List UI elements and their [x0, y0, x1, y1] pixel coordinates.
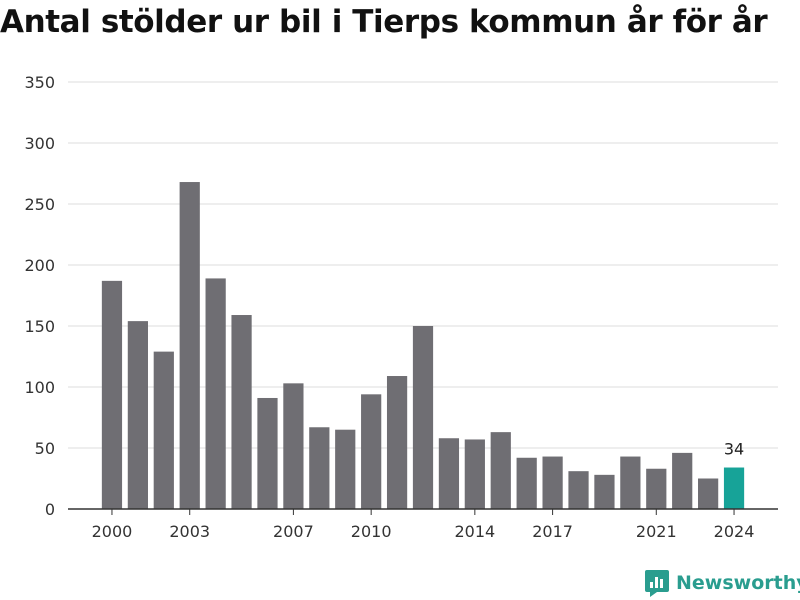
bars: [101, 182, 745, 510]
newsworthy-logo-icon: [645, 570, 669, 597]
bar-2010: [361, 394, 382, 509]
bar-2022: [672, 452, 693, 509]
bar-2016: [516, 457, 537, 509]
x-tick-label: 2014: [454, 522, 495, 541]
x-tick-label: 2021: [636, 522, 677, 541]
bar-2009: [335, 429, 356, 509]
bar-2012: [412, 326, 434, 509]
x-tick-label: 2003: [169, 522, 210, 541]
data-labels: 34: [724, 440, 744, 459]
y-tick-label: 100: [24, 378, 55, 397]
y-axis-tick-labels: 0 50 100 150 200 250 300 350: [24, 73, 55, 519]
x-tick-label: 2000: [92, 522, 133, 541]
bar-2021: [646, 468, 667, 509]
bar-2013: [438, 438, 460, 509]
chart-title: Antal stölder ur bil i Tierps kommun år …: [0, 4, 768, 40]
bar-2000: [101, 280, 123, 509]
bar-2003: [179, 182, 200, 510]
y-tick-label: 150: [24, 317, 55, 336]
bar-2002: [153, 351, 174, 509]
x-tick-label: 2024: [714, 522, 755, 541]
bar-2020: [620, 456, 641, 509]
bar-2011: [386, 376, 408, 509]
y-tick-label: 50: [35, 439, 55, 458]
bar-2008: [309, 427, 330, 509]
y-tick-label: 300: [24, 134, 55, 153]
x-tick-label: 2007: [273, 522, 314, 541]
bar-2005: [231, 315, 252, 509]
y-tick-label: 250: [24, 195, 55, 214]
bar-2014: [464, 439, 485, 509]
y-tick-label: 200: [24, 256, 55, 275]
bar-2007: [283, 383, 304, 509]
x-tick-label: 2010: [351, 522, 392, 541]
brand-logo: Newsworthy: [644, 568, 800, 598]
bar-2018: [568, 471, 589, 509]
bar-2006: [257, 397, 278, 509]
brand-name: Newsworthy: [676, 572, 800, 594]
bar-2015: [490, 432, 511, 509]
y-tick-label: 350: [24, 73, 55, 92]
bar-2017: [542, 456, 563, 509]
y-tick-label: 0: [45, 500, 55, 519]
bar-2001: [127, 321, 148, 509]
bar-2019: [594, 474, 615, 509]
data-label: 34: [724, 440, 744, 459]
x-tick-label: 2017: [532, 522, 573, 541]
bar-2024: [723, 467, 745, 509]
bar-2023: [698, 478, 719, 509]
bar-2004: [205, 278, 226, 509]
x-axis-tick-labels: 2000 2003 2007 2010 2014 2017 2021 2024: [92, 509, 755, 541]
